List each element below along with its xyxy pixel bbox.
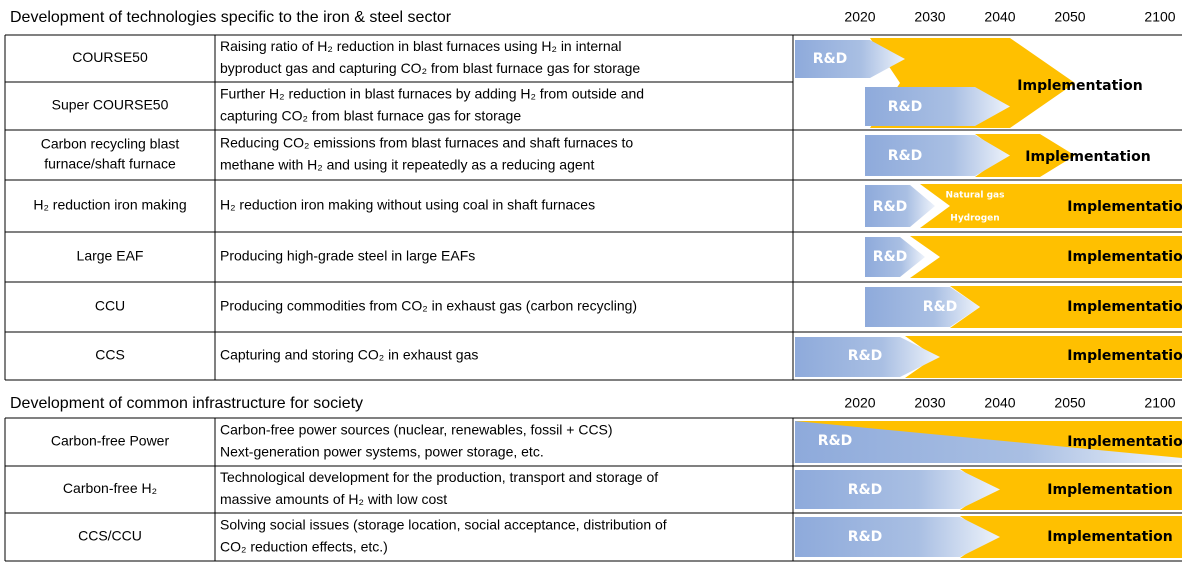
year-label: 2040: [984, 395, 1015, 411]
row-description: Producing high-grade steel in large EAFs: [220, 248, 475, 264]
rd-label: R&D: [873, 249, 908, 265]
rd-label: R&D: [888, 99, 923, 115]
row-description: Capturing and storing CO₂ in exhaust gas: [220, 347, 478, 363]
rd-label: R&D: [818, 433, 853, 449]
row-description: Producing commodities from CO₂ in exhaus…: [220, 298, 637, 314]
section-title: Development of common infrastructure for…: [10, 395, 363, 412]
rd-arrow: [865, 287, 980, 327]
row-description: Solving social issues (storage location,…: [220, 517, 667, 533]
row-name: H₂ reduction iron making: [33, 197, 186, 213]
year-label: 2020: [844, 395, 875, 411]
rd-arrow: [795, 337, 940, 377]
rd-label: R&D: [888, 148, 923, 164]
row-name: Large EAF: [77, 248, 144, 264]
row-name: Carbon-free Power: [51, 433, 170, 449]
implementation-label: Implementation: [1047, 482, 1172, 498]
row-name: furnace/shaft furnace: [44, 156, 176, 172]
implementation-label: Implementation: [1067, 434, 1182, 450]
rd-label: R&D: [873, 199, 908, 215]
row-name: COURSE50: [72, 49, 148, 65]
row-name: CCS: [95, 347, 125, 363]
implementation-label: Implementation: [1025, 149, 1150, 165]
year-label: 2100: [1144, 395, 1175, 411]
rd-arrow: [795, 40, 905, 78]
implementation-arrow: [960, 516, 1182, 558]
year-label: 2050: [1054, 9, 1085, 25]
row-name: Carbon recycling blast: [41, 136, 180, 152]
row-description: Reducing CO₂ emissions from blast furnac…: [220, 135, 633, 151]
section-title: Development of technologies specific to …: [10, 9, 452, 26]
rd-arrow: [865, 135, 1010, 176]
year-label: 2040: [984, 9, 1015, 25]
row-description: methane with H₂ and using it repeatedly …: [220, 157, 594, 173]
implementation-label: Implementation: [1047, 529, 1172, 545]
row-description: H₂ reduction iron making without using c…: [220, 197, 595, 213]
row-description: massive amounts of H₂ with low cost: [220, 491, 447, 507]
rd-label: R&D: [848, 482, 883, 498]
row-description: byproduct gas and capturing CO₂ from bla…: [220, 60, 640, 76]
rd-label: R&D: [813, 51, 848, 67]
row-name: Carbon-free H₂: [63, 480, 157, 496]
rd-arrow: [865, 237, 925, 277]
implementation-arrow: [920, 184, 1182, 228]
row-description: Further H₂ reduction in blast furnaces b…: [220, 86, 644, 102]
row-description: capturing CO₂ from blast furnace gas for…: [220, 108, 521, 124]
year-label: 2020: [844, 9, 875, 25]
implementation-label: Implementation: [1067, 249, 1182, 265]
row-description: CO₂ reduction effects, etc.): [220, 539, 388, 555]
rd-label: R&D: [923, 299, 958, 315]
note-label: Hydrogen: [950, 214, 999, 224]
rd-arrow: [865, 185, 935, 227]
rd-label: R&D: [848, 529, 883, 545]
implementation-arrow: [960, 469, 1182, 510]
implementation-arrow: [975, 134, 1075, 177]
note-label: Natural gas: [946, 191, 1005, 201]
implementation-arrow: [905, 336, 1182, 378]
implementation-label: Implementation: [1067, 348, 1182, 364]
implementation-label: Implementation: [1067, 199, 1182, 215]
row-description: Raising ratio of H₂ reduction in blast f…: [220, 38, 622, 54]
row-name: Super COURSE50: [52, 97, 169, 113]
year-label: 2030: [914, 9, 945, 25]
row-description: Next-generation power systems, power sto…: [220, 444, 544, 460]
rd-label: R&D: [848, 348, 883, 364]
rd-arrow: [795, 517, 1000, 557]
implementation-arrow: [910, 236, 1182, 278]
row-description: Technological development for the produc…: [220, 469, 658, 485]
rd-wedge: [795, 421, 1182, 463]
year-label: 2050: [1054, 395, 1085, 411]
row-name: CCU: [95, 298, 125, 314]
row-description: Carbon-free power sources (nuclear, rene…: [220, 422, 613, 438]
implementation-label: Implementation: [1067, 299, 1182, 315]
implementation-arrow: [950, 286, 1182, 328]
row-name: CCS/CCU: [78, 528, 142, 544]
rd-arrow: [795, 470, 1000, 509]
rd-arrow: [865, 87, 1010, 126]
implementation-label: Implementation: [1017, 78, 1142, 94]
year-label: 2100: [1144, 9, 1175, 25]
year-label: 2030: [914, 395, 945, 411]
